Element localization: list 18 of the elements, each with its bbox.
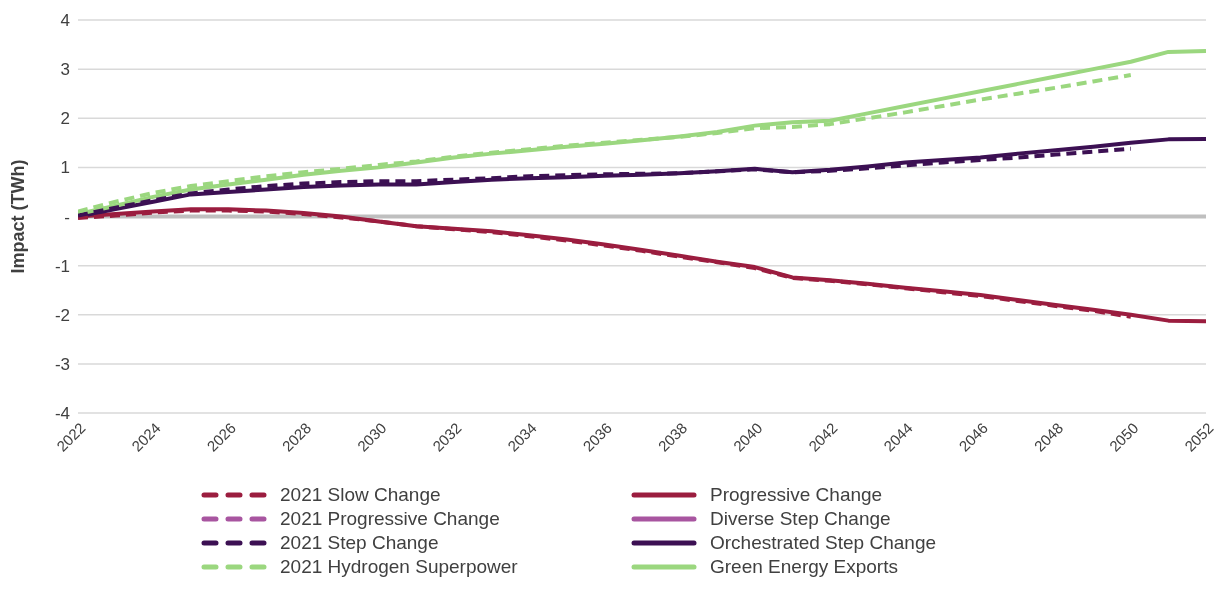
legend-label: Progressive Change	[710, 484, 883, 506]
y-tick-label: -2	[54, 305, 70, 325]
y-tick-label: -4	[54, 404, 70, 424]
y-tick-label: 1	[60, 158, 70, 178]
y-tick-label: 3	[60, 60, 70, 80]
y-tick-label: -1	[54, 256, 70, 276]
legend-label: 2021 Hydrogen Superpower	[280, 556, 518, 578]
legend-label: 2021 Slow Change	[280, 484, 441, 506]
legend-label: Green Energy Exports	[710, 556, 898, 578]
y-tick-label: 2	[60, 109, 70, 129]
legend-label: Orchestrated Step Change	[710, 532, 937, 554]
legend-label: Diverse Step Change	[710, 508, 891, 530]
legend-label: 2021 Step Change	[280, 532, 439, 554]
y-tick-label: -	[64, 207, 70, 227]
y-axis-title: Impact (TWh)	[8, 159, 29, 274]
y-tick-label: 4	[60, 11, 70, 31]
y-tick-label: -3	[54, 354, 70, 374]
legend-label: 2021 Progressive Change	[280, 508, 500, 530]
